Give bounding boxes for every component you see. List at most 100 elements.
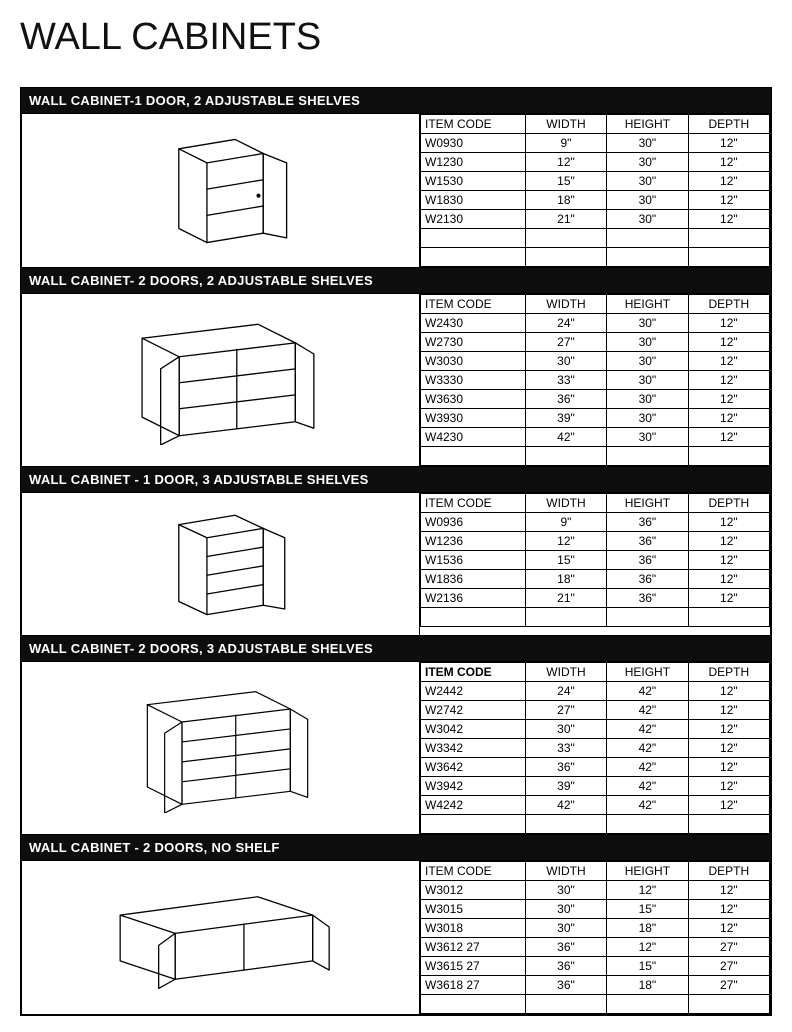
table-row: W364236"42"12" (421, 758, 770, 777)
cell-h: 30" (607, 333, 688, 352)
spec-table: ITEM CODEWIDTHHEIGHTDEPTHW09369"36"12"W1… (420, 493, 770, 627)
cell-h: 30" (607, 314, 688, 333)
cell-d: 12" (688, 390, 769, 409)
illustration-cell (22, 662, 420, 834)
cell-h: 42" (607, 739, 688, 758)
section-body: ITEM CODEWIDTHHEIGHTDEPTHW09369"36"12"W1… (20, 493, 772, 635)
cell-w: 30" (525, 919, 606, 938)
table-row: W153015"30"12" (421, 172, 770, 191)
cell-h: 30" (607, 390, 688, 409)
cell-w: 36" (525, 957, 606, 976)
col-item-code: ITEM CODE (421, 663, 526, 682)
cell-code: W2730 (421, 333, 526, 352)
cell-code: W2430 (421, 314, 526, 333)
col-depth: DEPTH (688, 862, 769, 881)
cell-h: 36" (607, 513, 688, 532)
cell-d: 12" (688, 191, 769, 210)
table-row: W123012"30"12" (421, 153, 770, 172)
table-row: W09309"30"12" (421, 134, 770, 153)
table-row-empty (421, 248, 770, 267)
section-header: WALL CABINET-1 DOOR, 2 ADJUSTABLE SHELVE… (20, 87, 772, 114)
section-body: ITEM CODEWIDTHHEIGHTDEPTHW09309"30"12"W1… (20, 114, 772, 267)
table-row: W304230"42"12" (421, 720, 770, 739)
cell-d: 12" (688, 352, 769, 371)
cell-h: 30" (607, 428, 688, 447)
cell-d: 27" (688, 976, 769, 995)
table-row: W424242"42"12" (421, 796, 770, 815)
cell-d: 12" (688, 758, 769, 777)
cell-d: 27" (688, 938, 769, 957)
section-body: ITEM CODEWIDTHHEIGHTDEPTHW301230"12"12"W… (20, 861, 772, 1016)
table-row: W3615 2736"15"27" (421, 957, 770, 976)
cell-code: W3018 (421, 919, 526, 938)
table-row: W183618"36"12" (421, 570, 770, 589)
cell-code: W3942 (421, 777, 526, 796)
section-header: WALL CABINET- 2 DOORS, 2 ADJUSTABLE SHEL… (20, 267, 772, 294)
section-1door2shelf: WALL CABINET-1 DOOR, 2 ADJUSTABLE SHELVE… (20, 87, 772, 267)
col-height: HEIGHT (607, 494, 688, 513)
section-2door2shelf: WALL CABINET- 2 DOORS, 2 ADJUSTABLE SHEL… (20, 267, 772, 466)
cell-d: 12" (688, 720, 769, 739)
cell-w: 18" (525, 191, 606, 210)
col-width: WIDTH (525, 862, 606, 881)
cell-d: 27" (688, 957, 769, 976)
cell-d: 12" (688, 371, 769, 390)
cell-w: 30" (525, 900, 606, 919)
empty-cell (607, 608, 688, 627)
empty-cell (421, 815, 526, 834)
cell-w: 27" (525, 701, 606, 720)
cell-h: 36" (607, 551, 688, 570)
empty-cell (607, 229, 688, 248)
empty-cell (421, 995, 526, 1014)
table-row-empty (421, 815, 770, 834)
cell-d: 12" (688, 428, 769, 447)
cell-w: 9" (525, 513, 606, 532)
cell-w: 21" (525, 210, 606, 229)
cell-h: 42" (607, 701, 688, 720)
cell-w: 42" (525, 428, 606, 447)
cell-w: 24" (525, 682, 606, 701)
spec-table: ITEM CODEWIDTHHEIGHTDEPTHW09309"30"12"W1… (420, 114, 770, 267)
col-width: WIDTH (525, 494, 606, 513)
cell-h: 42" (607, 682, 688, 701)
cell-code: W3342 (421, 739, 526, 758)
empty-cell (607, 248, 688, 267)
col-height: HEIGHT (607, 115, 688, 134)
table-row-empty (421, 608, 770, 627)
table-row: W334233"42"12" (421, 739, 770, 758)
col-depth: DEPTH (688, 494, 769, 513)
col-item-code: ITEM CODE (421, 115, 526, 134)
cabinet-2door-3shelf-icon (116, 683, 326, 813)
empty-cell (607, 995, 688, 1014)
empty-cell (421, 447, 526, 466)
cell-h: 12" (607, 938, 688, 957)
cell-d: 12" (688, 881, 769, 900)
cell-d: 12" (688, 900, 769, 919)
spec-table: ITEM CODEWIDTHHEIGHTDEPTHW244224"42"12"W… (420, 662, 770, 834)
table-row: W423042"30"12" (421, 428, 770, 447)
sections-container: WALL CABINET-1 DOOR, 2 ADJUSTABLE SHELVE… (20, 87, 772, 1016)
cell-d: 12" (688, 333, 769, 352)
empty-cell (525, 229, 606, 248)
cabinet-2door-noshelf-icon (101, 883, 341, 993)
cell-code: W1536 (421, 551, 526, 570)
empty-cell (688, 248, 769, 267)
cell-w: 18" (525, 570, 606, 589)
cell-w: 30" (525, 352, 606, 371)
cell-w: 12" (525, 153, 606, 172)
cell-code: W1230 (421, 153, 526, 172)
table-row: W394239"42"12" (421, 777, 770, 796)
cell-w: 33" (525, 371, 606, 390)
cell-w: 36" (525, 938, 606, 957)
cell-d: 12" (688, 777, 769, 796)
cell-h: 30" (607, 352, 688, 371)
cell-h: 36" (607, 570, 688, 589)
cell-h: 42" (607, 720, 688, 739)
illustration-cell (22, 294, 420, 466)
cell-code: W3612 27 (421, 938, 526, 957)
cell-d: 12" (688, 532, 769, 551)
cell-code: W1530 (421, 172, 526, 191)
cell-d: 12" (688, 739, 769, 758)
cell-code: W2130 (421, 210, 526, 229)
cell-code: W1836 (421, 570, 526, 589)
